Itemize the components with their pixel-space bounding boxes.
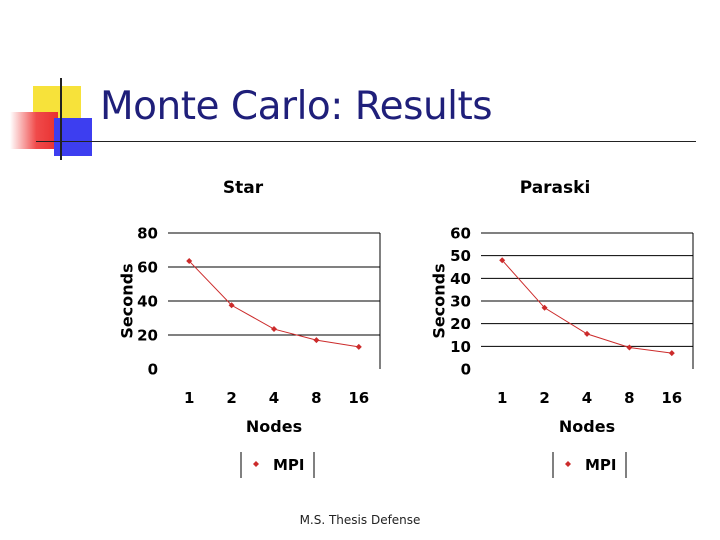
chart1-x-tick-label: 8 bbox=[311, 389, 321, 407]
chart2-legend-label: MPI bbox=[585, 456, 617, 474]
chart2-title: Paraski bbox=[520, 178, 591, 198]
chart2-data-point bbox=[626, 344, 633, 351]
chart1-y-tick-label: 20 bbox=[137, 327, 158, 345]
chart1-legend-label: MPI bbox=[273, 456, 305, 474]
chart1-y-tick-label: 40 bbox=[137, 293, 158, 311]
chart2-y-axis-label: Seconds bbox=[430, 263, 449, 338]
chart2-y-tick-label: 0 bbox=[461, 361, 471, 379]
chart2-y-tick-label: 50 bbox=[450, 247, 471, 265]
chart2-data-point bbox=[541, 304, 548, 311]
chart1-y-tick-label: 80 bbox=[137, 225, 158, 243]
decor-vertical-line bbox=[60, 78, 62, 160]
chart1-title: Star bbox=[223, 178, 264, 198]
chart1-x-axis-label: Nodes bbox=[246, 417, 302, 436]
chart1-data-point bbox=[228, 302, 235, 309]
chart1-y-axis-label: Seconds bbox=[118, 263, 137, 338]
chart1-data-point bbox=[355, 343, 362, 350]
chart2-x-tick-label: 1 bbox=[497, 389, 507, 407]
chart1-x-tick-label: 2 bbox=[226, 389, 236, 407]
chart2-x-tick-label: 4 bbox=[582, 389, 592, 407]
chart2-y-tick-label: 20 bbox=[450, 315, 471, 333]
chart2-x-tick-label: 8 bbox=[624, 389, 634, 407]
chart1-y-tick-label: 60 bbox=[137, 259, 158, 277]
chart1-x-tick-label: 4 bbox=[269, 389, 279, 407]
chart2-y-tick-label: 60 bbox=[450, 225, 471, 243]
chart2-x-tick-label: 16 bbox=[661, 389, 682, 407]
chart2-y-tick-label: 10 bbox=[450, 338, 471, 356]
chart2-x-axis-label: Nodes bbox=[559, 417, 615, 436]
chart2-y-tick-label: 40 bbox=[450, 270, 471, 288]
chart1-series-line bbox=[188, 260, 359, 348]
chart2-data-point bbox=[584, 330, 590, 337]
chart2-y-tick-label: 30 bbox=[450, 293, 471, 311]
chart2-data-point bbox=[499, 257, 506, 264]
chart1-x-tick-label: 1 bbox=[184, 389, 194, 407]
chart1-data-point bbox=[186, 258, 193, 265]
page-title: Monte Carlo: Results bbox=[100, 84, 493, 129]
chart1-data-point bbox=[313, 337, 320, 344]
chart2-x-tick-label: 2 bbox=[539, 389, 549, 407]
chart2-data-point bbox=[668, 350, 675, 357]
chart1-x-tick-label: 16 bbox=[348, 389, 369, 407]
chart2-series-line bbox=[501, 259, 672, 354]
footer-text: M.S. Thesis Defense bbox=[299, 513, 421, 527]
title-underline bbox=[36, 141, 696, 142]
decor-red-square bbox=[10, 112, 58, 149]
chart2-legend-marker bbox=[565, 461, 571, 467]
chart1-legend-marker bbox=[253, 461, 259, 467]
chart1-data-point bbox=[271, 326, 277, 333]
chart1-y-tick-label: 0 bbox=[148, 361, 158, 379]
